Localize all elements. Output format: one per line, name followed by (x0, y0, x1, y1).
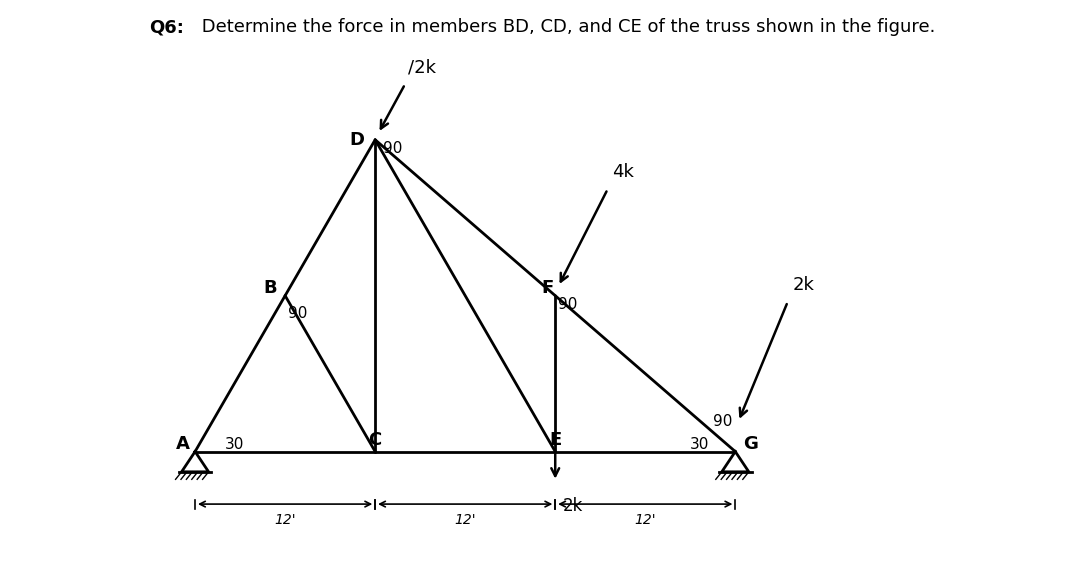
Text: 30: 30 (225, 437, 244, 452)
Text: 2k: 2k (793, 276, 814, 294)
Text: D: D (350, 131, 365, 149)
Text: 90: 90 (288, 306, 308, 321)
Text: 90: 90 (558, 297, 578, 312)
Text: G: G (743, 435, 758, 453)
Text: 12': 12' (274, 513, 296, 527)
Text: B: B (264, 279, 276, 297)
Text: 4k: 4k (612, 163, 634, 182)
Text: A: A (176, 435, 190, 453)
Text: Determine the force in members BD, CD, and CE of the truss shown in the figure.: Determine the force in members BD, CD, a… (197, 18, 935, 37)
Text: 12': 12' (455, 513, 476, 527)
Text: 90: 90 (713, 414, 732, 429)
Text: Q6:: Q6: (149, 18, 185, 37)
Text: C: C (368, 430, 382, 449)
Text: /2k: /2k (408, 58, 436, 76)
Text: F: F (541, 279, 554, 297)
Text: 30: 30 (690, 437, 710, 452)
Text: 90: 90 (382, 141, 402, 156)
Text: 12': 12' (634, 513, 656, 527)
Text: E: E (549, 430, 562, 449)
Text: 2k: 2k (563, 497, 583, 515)
